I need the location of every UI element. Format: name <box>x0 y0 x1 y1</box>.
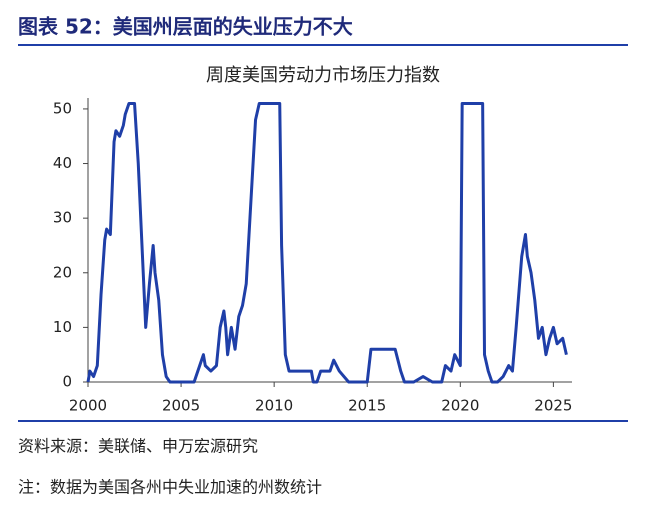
source: 资料来源：美联储、申万宏源研究 <box>18 437 258 456</box>
x-tick-label: 2000 <box>69 397 107 415</box>
figure-title: 图表 52：美国州层面的失业压力不大 <box>18 15 353 39</box>
y-tick-label: 50 <box>53 99 72 117</box>
x-tick-label: 2025 <box>534 397 572 415</box>
x-tick-label: 2005 <box>162 397 200 415</box>
y-tick-label: 40 <box>53 154 72 172</box>
x-tick-label: 2010 <box>255 397 293 415</box>
y-tick-label: 20 <box>53 263 72 281</box>
x-tick-label: 2020 <box>441 397 479 415</box>
x-tick-label: 2015 <box>348 397 386 415</box>
y-tick-label: 0 <box>62 373 72 391</box>
y-tick-label: 30 <box>53 209 72 227</box>
y-tick-label: 10 <box>53 318 72 336</box>
chart-title: 周度美国劳动力市场压力指数 <box>206 65 440 86</box>
note: 注：数据为美国各州中失业加速的州数统计 <box>18 478 322 497</box>
line <box>86 101 568 384</box>
